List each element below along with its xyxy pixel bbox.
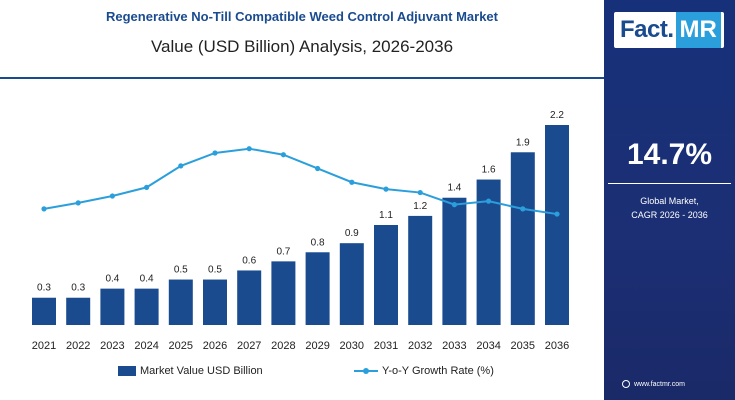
x-tick-2029: 2029	[305, 340, 329, 352]
chart-title: Regenerative No-Till Compatible Weed Con…	[106, 9, 498, 24]
logo-text-fact: Fact.	[620, 16, 674, 43]
legend-item-market-value: Market Value USD Billion	[118, 365, 263, 377]
bar-2029	[305, 252, 330, 325]
bar-2035	[510, 152, 535, 325]
data-label-2027: 0.6	[242, 255, 256, 266]
bar-2033	[442, 197, 467, 325]
chart-subtitle: Value (USD Billion) Analysis, 2026-2036	[150, 37, 454, 56]
data-label-2029: 0.8	[311, 237, 325, 248]
legend-item-growth-rate: Y-o-Y Growth Rate (%)	[354, 365, 494, 377]
data-label-2031: 1.1	[379, 210, 393, 221]
growth-line	[43, 147, 558, 216]
x-tick-2030: 2030	[340, 340, 364, 352]
data-label-2026: 0.5	[208, 265, 222, 276]
bar-2023	[100, 288, 125, 325]
growth-point-2025	[178, 163, 184, 169]
bar-2025	[168, 279, 193, 325]
growth-point-2022	[75, 200, 81, 206]
x-axis-tick-labels: 2021 2022 2023 2024 2025 2026 2027 2028 2029 2030…	[32, 340, 569, 352]
bar-2032	[408, 215, 433, 325]
growth-point-2036	[554, 211, 560, 217]
x-tick-2022: 2022	[66, 340, 90, 352]
data-label-2036: 2.2	[550, 110, 564, 121]
x-tick-2021: 2021	[32, 340, 56, 352]
bar-2024	[134, 288, 159, 325]
factmr-logo: Fact. MR	[614, 12, 724, 48]
bar-series	[32, 125, 569, 325]
website-link[interactable]: www.factmr.com	[634, 381, 685, 388]
x-tick-2034: 2034	[476, 340, 500, 352]
data-label-2028: 0.7	[276, 246, 290, 257]
x-tick-2036: 2036	[545, 340, 569, 352]
cagr-label-line2: CAGR 2026 - 2036	[631, 210, 708, 220]
bar-2036	[545, 125, 569, 325]
bar-2021	[32, 297, 56, 325]
growth-point-2030	[349, 179, 355, 185]
cagr-label: Global Market, CAGR 2026 - 2036	[604, 194, 735, 222]
data-label-2035: 1.9	[516, 137, 530, 148]
growth-point-2033	[451, 202, 457, 208]
chart-plot: 0.3 0.3 0.4 0.4 0.5 0.5 0.6 0.7 0.8 0.9 1.1 1.2 1.4 1…	[32, 110, 569, 352]
globe-icon	[622, 380, 630, 388]
bar-2027	[237, 270, 262, 325]
x-tick-2026: 2026	[203, 340, 227, 352]
growth-point-2026	[212, 150, 218, 156]
x-tick-2033: 2033	[442, 340, 466, 352]
x-tick-2024: 2024	[134, 340, 158, 352]
legend-label-growth-rate: Y-o-Y Growth Rate (%)	[382, 365, 494, 377]
growth-point-2031	[383, 186, 389, 192]
x-tick-2025: 2025	[169, 340, 193, 352]
legend-bar-swatch	[118, 366, 136, 376]
data-label-2022: 0.3	[71, 283, 85, 294]
data-label-2032: 1.2	[413, 201, 427, 212]
data-label-2033: 1.4	[447, 183, 461, 194]
cagr-divider	[608, 183, 731, 184]
data-label-2023: 0.4	[105, 274, 119, 285]
data-label-2021: 0.3	[37, 283, 51, 294]
bar-2030	[339, 243, 364, 325]
bar-2031	[374, 225, 398, 325]
growth-point-2021	[41, 206, 47, 212]
growth-point-2028	[280, 152, 286, 158]
legend-line-swatch	[354, 366, 378, 376]
growth-point-2034	[486, 198, 492, 204]
data-label-2030: 0.9	[345, 228, 359, 239]
bar-2028	[271, 261, 296, 325]
title-divider	[0, 77, 604, 79]
data-label-2034: 1.6	[482, 165, 496, 176]
growth-point-2035	[520, 206, 526, 212]
growth-point-2023	[109, 193, 115, 199]
x-tick-2031: 2031	[374, 340, 398, 352]
growth-point-2024	[144, 184, 150, 190]
x-tick-2028: 2028	[271, 340, 295, 352]
growth-point-2032	[417, 189, 423, 196]
bar-2026	[203, 279, 227, 325]
cagr-value: 14.7%	[626, 138, 713, 171]
growth-point-2029	[315, 165, 321, 172]
logo-text-mr: MR	[675, 12, 721, 48]
x-tick-2035: 2035	[511, 340, 535, 352]
bar-2022	[66, 297, 91, 325]
side-panel: Fact. MR 14.7% Global Market, CAGR 2026 …	[604, 0, 735, 400]
x-tick-2027: 2027	[237, 340, 261, 352]
data-labels: 0.3 0.3 0.4 0.4 0.5 0.5 0.6 0.7 0.8 0.9 1.1 1.2 1.4 1…	[37, 110, 564, 294]
cagr-label-line1: Global Market,	[640, 196, 699, 206]
growth-point-2027	[246, 146, 252, 152]
growth-line-series	[41, 146, 560, 217]
data-label-2024: 0.4	[140, 274, 154, 285]
legend-label-market-value: Market Value USD Billion	[140, 365, 263, 377]
x-tick-2023: 2023	[100, 340, 124, 352]
x-tick-2032: 2032	[408, 340, 432, 352]
data-label-2025: 0.5	[174, 265, 188, 276]
